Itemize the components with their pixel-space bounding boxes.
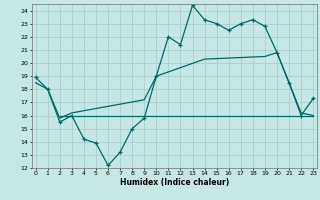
X-axis label: Humidex (Indice chaleur): Humidex (Indice chaleur) bbox=[120, 178, 229, 187]
